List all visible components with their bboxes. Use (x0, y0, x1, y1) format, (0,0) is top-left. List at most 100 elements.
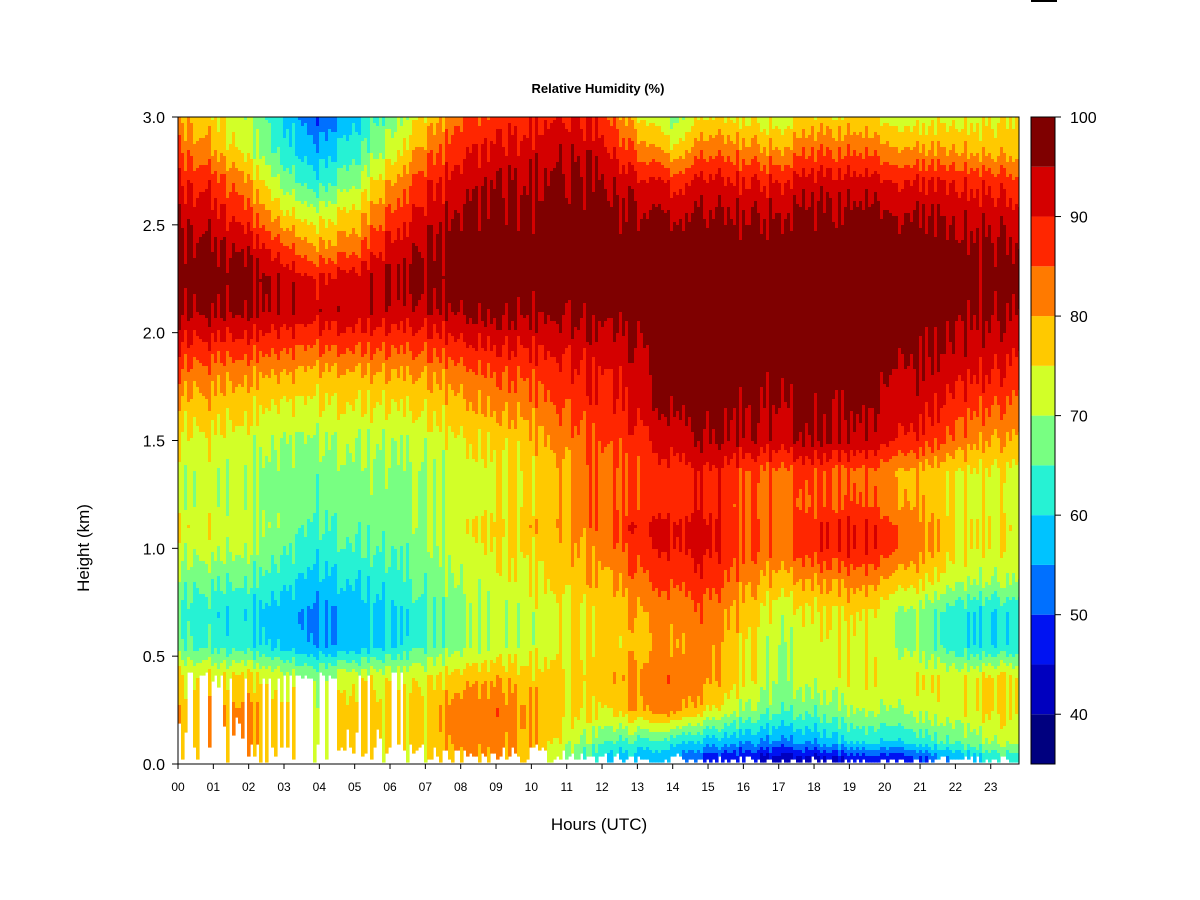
heatmap-cell (391, 213, 395, 244)
heatmap-cell (781, 588, 785, 616)
heatmap-cell (223, 156, 227, 175)
heatmap-cell (295, 579, 299, 655)
heatmap-cell (568, 132, 572, 205)
heatmap-cell (913, 609, 917, 652)
heatmap-cell (361, 141, 365, 172)
heatmap-cell (904, 456, 908, 472)
heatmap-cell (427, 432, 431, 553)
heatmap-cell (916, 120, 920, 142)
heatmap-cell (979, 141, 983, 163)
heatmap-cell (730, 744, 734, 754)
heatmap-cell (247, 594, 251, 649)
heatmap-cell (208, 375, 212, 412)
heatmap-cell (604, 321, 608, 370)
heatmap-cell (778, 714, 782, 727)
heatmap-cell (880, 117, 884, 127)
heatmap-cell (997, 405, 1001, 439)
heatmap-cell (745, 639, 749, 703)
heatmap-cell (868, 564, 872, 586)
heatmap-cell (649, 537, 653, 583)
heatmap-cell (271, 240, 275, 262)
heatmap-cell (808, 135, 812, 157)
heatmap-cell (634, 741, 638, 754)
heatmap-cell (406, 237, 410, 319)
heatmap-cell (766, 462, 770, 562)
heatmap-cell (988, 516, 992, 550)
heatmap-cell (307, 345, 311, 367)
heatmap-cell (289, 216, 293, 232)
heatmap-cell (619, 723, 623, 736)
heatmap-cell (463, 594, 467, 649)
heatmap-cell (448, 555, 452, 658)
heatmap-cell (433, 324, 437, 349)
heatmap-cell (322, 186, 326, 202)
heatmap-cell (976, 330, 980, 385)
heatmap-cell (496, 573, 500, 658)
heatmap-cell (826, 522, 830, 550)
heatmap-cell (595, 753, 599, 763)
heatmap-cell (817, 693, 821, 718)
heatmap-cell (418, 171, 422, 208)
heatmap-cell (640, 669, 644, 697)
heatmap-cell (406, 318, 410, 343)
y-tick-label: 0.5 (143, 649, 165, 666)
heatmap-cell (232, 702, 236, 736)
heatmap-cell (232, 342, 236, 364)
heatmap-cell (370, 360, 374, 385)
heatmap-cell (895, 126, 899, 148)
heatmap-cell (529, 528, 533, 598)
heatmap-cell (859, 744, 863, 751)
heatmap-cell (943, 750, 947, 757)
heatmap-cell (661, 714, 665, 724)
heatmap-cell (439, 315, 443, 340)
heatmap-cell (319, 312, 323, 337)
heatmap-cell (736, 738, 740, 748)
heatmap-cell (901, 753, 905, 760)
heatmap-cell (337, 306, 341, 313)
heatmap-cell (973, 444, 977, 469)
heatmap-cell (1015, 117, 1019, 160)
heatmap-cell (808, 729, 812, 742)
heatmap-cell (592, 117, 596, 142)
heatmap-cell (247, 393, 251, 436)
heatmap-cell (589, 117, 593, 151)
heatmap-cell (967, 576, 971, 595)
heatmap-cell (766, 747, 770, 754)
heatmap-cell (814, 723, 818, 739)
heatmap-cell (817, 459, 821, 565)
heatmap-cell (766, 174, 770, 199)
heatmap-cell (499, 576, 503, 655)
heatmap-cell (937, 552, 941, 583)
heatmap-cell (709, 720, 713, 730)
heatmap-cell (874, 570, 878, 592)
heatmap-cell (535, 609, 539, 649)
heatmap-cell (415, 246, 419, 307)
heatmap-cell (616, 543, 620, 592)
heatmap-cell (280, 117, 284, 166)
heatmap-cell (643, 426, 647, 574)
heatmap-cell (631, 651, 635, 712)
heatmap-cell (472, 348, 476, 373)
heatmap-cell (1003, 747, 1007, 757)
heatmap-cell (862, 177, 866, 211)
heatmap-cell (493, 345, 497, 373)
heatmap-cell (799, 432, 803, 457)
heatmap-cell (721, 468, 725, 589)
heatmap-cell (685, 183, 689, 214)
heatmap-cell (616, 159, 620, 196)
heatmap-cell (979, 459, 983, 568)
heatmap-cell (949, 723, 953, 745)
heatmap-cell (397, 198, 401, 229)
heatmap-cell (205, 399, 209, 439)
heatmap-cell (997, 123, 1001, 157)
heatmap-cell (673, 174, 677, 193)
heatmap-cell (916, 747, 920, 754)
heatmap-cell (382, 180, 386, 205)
heatmap-cell (550, 450, 554, 592)
heatmap-cell (601, 327, 605, 376)
heatmap-cell (256, 117, 260, 130)
heatmap-cell (817, 744, 821, 751)
heatmap-cell (853, 594, 857, 637)
heatmap-cell (313, 171, 317, 193)
heatmap-cell (178, 135, 182, 169)
